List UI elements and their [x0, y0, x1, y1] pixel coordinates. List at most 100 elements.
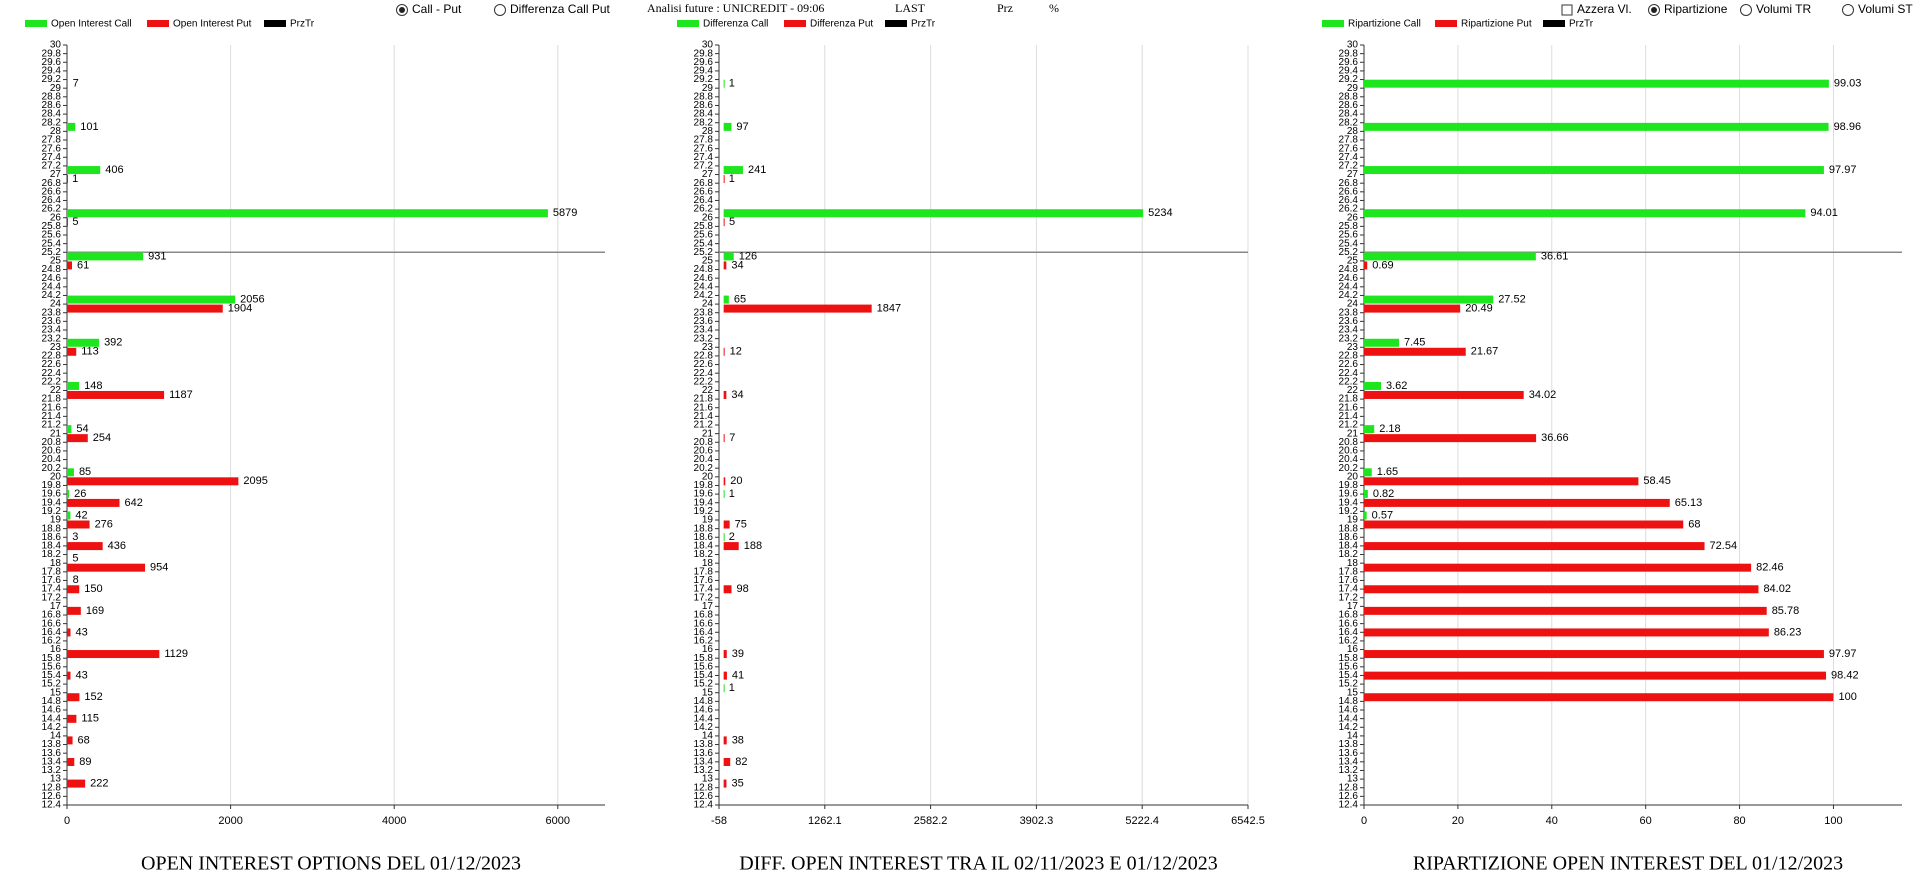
y-tick-label: 19.2 [694, 506, 714, 517]
control-label[interactable]: Ripartizione [1664, 2, 1728, 16]
value-label: 3 [72, 531, 78, 543]
y-tick-label: 16 [1347, 644, 1359, 655]
y-tick-label: 28.8 [1339, 91, 1359, 102]
y-tick-label: 21.6 [694, 402, 714, 413]
legend-swatch [1543, 20, 1565, 27]
y-tick-label: 12.4 [1339, 800, 1359, 811]
legend-swatch [264, 20, 286, 27]
bar [1364, 122, 1829, 131]
y-tick-label: 29.2 [1339, 74, 1359, 85]
control-label[interactable]: Differenza Call Put [510, 2, 610, 16]
y-tick-label: 29.4 [694, 66, 714, 77]
y-tick-label: 12.4 [42, 800, 62, 811]
value-label: 2095 [243, 475, 267, 487]
y-tick-label: 21.8 [1339, 394, 1359, 405]
y-tick-label: 20.8 [694, 437, 714, 448]
bar [67, 542, 103, 551]
y-tick-label: 24.8 [1339, 264, 1359, 275]
y-tick-label: 13.4 [42, 756, 62, 767]
value-label: 1904 [228, 302, 252, 314]
y-tick-label: 27.2 [42, 161, 62, 172]
y-tick-label: 18.2 [42, 549, 62, 560]
header-info: Prz [997, 1, 1013, 15]
bar [67, 425, 72, 434]
bar [1364, 304, 1461, 313]
bar [1364, 563, 1752, 572]
y-tick-label: 20.2 [1339, 463, 1359, 474]
y-tick-label: 22.2 [694, 376, 714, 387]
y-tick-label: 16.8 [694, 610, 714, 621]
bar [67, 79, 68, 88]
radio-button[interactable] [494, 4, 506, 16]
y-tick-label: 23.8 [694, 307, 714, 318]
y-tick-label: 17.6 [1339, 575, 1359, 586]
y-tick-label: 26.2 [694, 204, 714, 215]
y-tick-label: 23.6 [1339, 316, 1359, 327]
y-tick-label: 18.2 [1339, 549, 1359, 560]
bar [67, 261, 72, 270]
y-tick-label: 29 [702, 83, 714, 94]
y-tick-label: 23.4 [42, 325, 62, 336]
y-tick-label: 29.8 [1339, 48, 1359, 59]
y-tick-label: 16.2 [42, 636, 62, 647]
y-tick-label: 17 [702, 601, 714, 612]
x-tick-label: 6542.5 [1231, 815, 1265, 827]
value-label: 126 [739, 250, 757, 262]
bar [1364, 295, 1494, 304]
bar [723, 779, 727, 788]
bar [67, 520, 90, 529]
bar [1364, 79, 1829, 88]
y-tick-label: 14.4 [694, 713, 714, 724]
y-tick-label: 24.2 [42, 290, 62, 301]
y-tick-label: 23 [50, 342, 62, 353]
control-label[interactable]: Volumi ST [1858, 2, 1913, 16]
y-tick-label: 14.8 [42, 696, 62, 707]
y-tick-label: 28.8 [42, 91, 62, 102]
radio-button[interactable] [1842, 4, 1854, 16]
radio-dot [399, 7, 405, 13]
y-tick-label: 22 [50, 385, 62, 396]
y-tick-label: 24.4 [1339, 281, 1359, 292]
bar [67, 295, 236, 304]
y-tick-label: 16.8 [42, 610, 62, 621]
y-tick-label: 23.4 [694, 325, 714, 336]
bar [67, 758, 75, 766]
y-tick-label: 12.6 [694, 791, 714, 802]
y-tick-label: 14.6 [1339, 705, 1359, 716]
value-label: 1 [729, 682, 735, 694]
y-tick-label: 18 [1347, 558, 1359, 569]
y-tick-label: 25 [50, 256, 62, 267]
bar [67, 628, 71, 637]
value-label: 1847 [877, 302, 901, 314]
y-tick-label: 20 [50, 471, 62, 482]
value-label: 36.66 [1541, 432, 1569, 444]
y-tick-label: 19.6 [694, 489, 714, 500]
chart-title: DIFF. OPEN INTEREST TRA IL 02/11/2023 E … [739, 853, 1217, 875]
y-tick-label: 18 [702, 558, 714, 569]
chart-title: RIPARTIZIONE OPEN INTEREST DEL 01/12/202… [1413, 853, 1843, 875]
value-label: 41 [732, 670, 744, 682]
y-tick-label: 24.8 [694, 264, 714, 275]
bar [1364, 209, 1806, 218]
control-label[interactable]: Call - Put [412, 2, 462, 16]
legend-label: PrzTr [290, 19, 315, 30]
radio-button[interactable] [1740, 4, 1752, 16]
y-tick-label: 24 [702, 299, 714, 310]
bar [1364, 381, 1381, 390]
bar [1364, 671, 1827, 680]
bar [1364, 628, 1769, 637]
control-label[interactable]: Azzera Vl. [1577, 2, 1632, 16]
y-tick-label: 12.8 [694, 782, 714, 793]
bar [723, 252, 734, 261]
checkbox[interactable] [1561, 4, 1573, 16]
y-tick-label: 23.8 [1339, 307, 1359, 318]
y-tick-label: 15 [50, 687, 62, 698]
y-tick-label: 24.8 [42, 264, 62, 275]
control-label[interactable]: Volumi TR [1756, 2, 1811, 16]
x-tick-label: 0 [1361, 815, 1367, 827]
y-tick-label: 24.4 [42, 281, 62, 292]
y-tick-label: 24 [1347, 299, 1359, 310]
bar [1364, 585, 1759, 594]
bar [723, 295, 729, 304]
value-label: 152 [84, 691, 102, 703]
